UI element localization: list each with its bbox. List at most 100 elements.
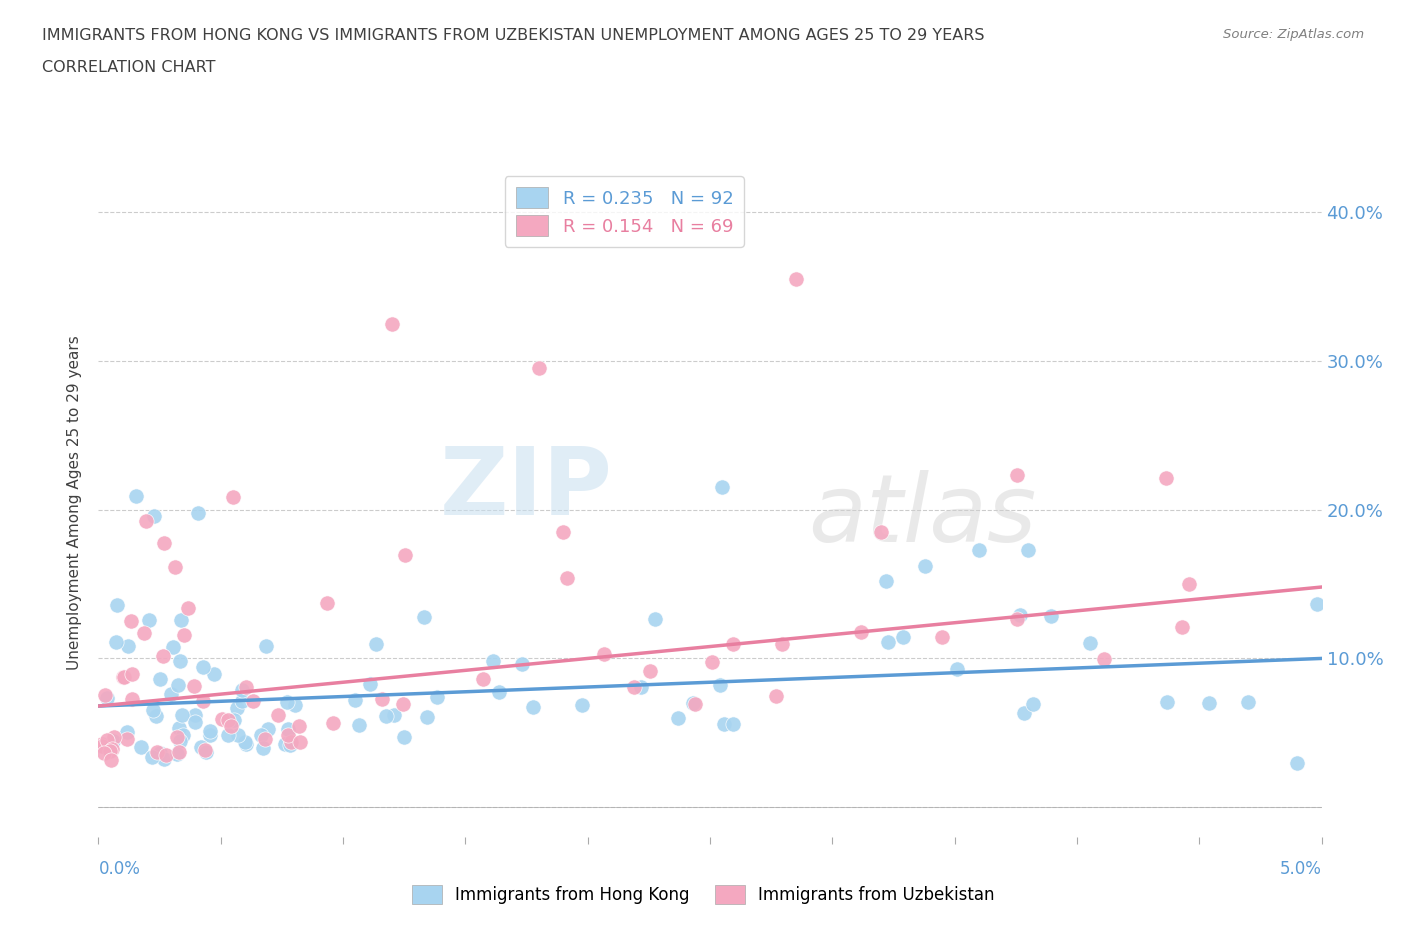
Point <box>931 630 953 644</box>
Point <box>522 699 544 714</box>
Point <box>877 634 900 649</box>
Point <box>1156 695 1178 710</box>
Point <box>553 525 575 539</box>
Point <box>322 715 344 730</box>
Text: CORRELATION CHART: CORRELATION CHART <box>42 60 215 75</box>
Point <box>288 719 311 734</box>
Point <box>623 679 645 694</box>
Point <box>115 732 138 747</box>
Point <box>278 737 301 752</box>
Point <box>152 648 174 663</box>
Point <box>482 653 505 668</box>
Point <box>93 687 115 702</box>
Point <box>252 740 274 755</box>
Point <box>946 661 969 676</box>
Point <box>666 711 689 725</box>
Point <box>967 542 990 557</box>
Point <box>344 693 367 708</box>
Point <box>711 480 734 495</box>
Point <box>111 670 134 684</box>
Point <box>183 679 205 694</box>
Point <box>149 746 172 761</box>
Point <box>1306 596 1329 611</box>
Point <box>217 727 239 742</box>
Point <box>254 731 277 746</box>
Point <box>177 600 200 615</box>
Point <box>115 724 138 739</box>
Point <box>96 732 118 747</box>
Point <box>235 680 257 695</box>
Point <box>1007 468 1029 483</box>
Point <box>121 667 143 682</box>
Point <box>288 735 311 750</box>
Point <box>274 737 297 751</box>
Point <box>630 680 652 695</box>
Point <box>382 708 405 723</box>
Point <box>721 636 744 651</box>
Point <box>235 737 257 751</box>
Point <box>194 743 217 758</box>
Legend: Immigrants from Hong Kong, Immigrants from Uzbekistan: Immigrants from Hong Kong, Immigrants fr… <box>404 876 1002 912</box>
Point <box>96 690 118 705</box>
Point <box>167 721 190 736</box>
Point <box>276 695 298 710</box>
Point <box>160 686 183 701</box>
Text: ZIP: ZIP <box>439 443 612 535</box>
Point <box>277 727 299 742</box>
Point <box>366 636 388 651</box>
Point <box>145 709 167 724</box>
Point <box>571 698 593 712</box>
Point <box>765 689 787 704</box>
Point <box>193 659 215 674</box>
Point <box>100 742 122 757</box>
Point <box>143 508 166 523</box>
Point <box>91 737 114 751</box>
Point <box>167 744 190 759</box>
Point <box>1010 607 1032 622</box>
Point <box>162 640 184 655</box>
Point <box>231 683 253 698</box>
Point <box>267 707 290 722</box>
Point <box>222 489 245 504</box>
Text: Source: ZipAtlas.com: Source: ZipAtlas.com <box>1223 28 1364 41</box>
Point <box>1198 696 1220 711</box>
Point <box>105 634 128 649</box>
Point <box>1177 577 1199 591</box>
Point <box>785 272 807 286</box>
Point <box>1017 542 1039 557</box>
Point <box>198 727 221 742</box>
Text: 0.0%: 0.0% <box>98 860 141 878</box>
Point <box>713 716 735 731</box>
Point <box>721 716 744 731</box>
Point <box>374 709 396 724</box>
Point <box>284 698 307 712</box>
Point <box>166 678 188 693</box>
Point <box>347 718 370 733</box>
Point <box>219 719 242 734</box>
Point <box>145 745 167 760</box>
Text: atlas: atlas <box>808 470 1036 561</box>
Point <box>198 724 221 738</box>
Point <box>592 646 614 661</box>
Point <box>202 666 225 681</box>
Point <box>702 655 724 670</box>
Point <box>1154 471 1177 485</box>
Point <box>772 637 794 652</box>
Text: 5.0%: 5.0% <box>1279 860 1322 878</box>
Point <box>190 739 212 754</box>
Point <box>371 691 394 706</box>
Point <box>280 735 302 750</box>
Point <box>101 734 124 749</box>
Point <box>166 747 188 762</box>
Point <box>416 710 439 724</box>
Legend: R = 0.235   N = 92, R = 0.154   N = 69: R = 0.235 N = 92, R = 0.154 N = 69 <box>505 177 744 247</box>
Point <box>153 751 176 766</box>
Point <box>222 712 245 727</box>
Point <box>870 525 893 539</box>
Point <box>191 694 214 709</box>
Point <box>644 611 666 626</box>
Point <box>391 696 413 711</box>
Point <box>112 670 135 684</box>
Point <box>91 738 114 753</box>
Point <box>142 703 165 718</box>
